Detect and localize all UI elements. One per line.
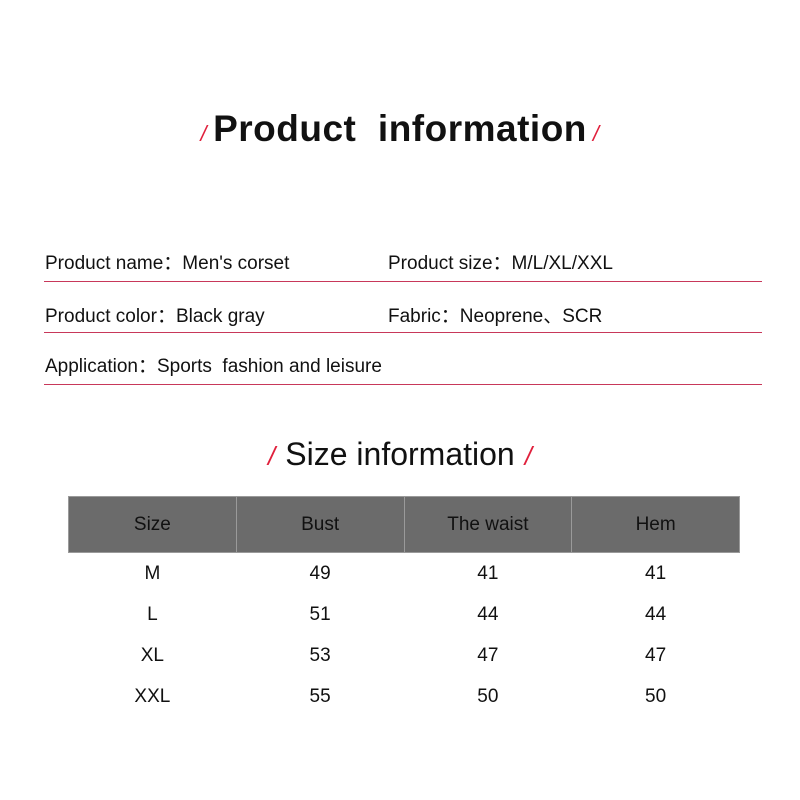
size-table: Size Bust The waist Hem M 49 41 41 L 51 44 44 … (68, 496, 740, 717)
cell: 41 (477, 562, 499, 584)
header-waist: The waist (403, 496, 573, 553)
product-color-value: Black gray (175, 306, 265, 327)
size-section-title: / Size information / (0, 436, 800, 473)
divider (44, 281, 762, 282)
cell: 44 (645, 603, 667, 625)
cell: 53 (309, 644, 331, 666)
cell: 50 (477, 685, 499, 707)
slash-decoration: / (200, 121, 208, 146)
product-color-row: Product color：Black gray (45, 301, 265, 328)
product-name-label: Product name： (45, 253, 183, 274)
product-name-row: Product name：Men's corset (45, 248, 289, 275)
product-name-value: Men's corset (182, 253, 290, 274)
page-title: / Product information / (0, 108, 800, 150)
fabric-value: Neoprene、SCR (459, 306, 603, 327)
cell: 44 (477, 603, 499, 625)
cell: 55 (309, 685, 331, 707)
header-bust: Bust (235, 496, 405, 553)
cell: 47 (477, 644, 499, 666)
table-header-row: Size Bust The waist Hem (68, 496, 740, 553)
cell: 41 (645, 562, 667, 584)
cell: 47 (645, 644, 667, 666)
fabric-row: Fabric：Neoprene、SCR (388, 301, 602, 328)
header-size: Size (68, 496, 237, 553)
table-row: L 51 44 44 (69, 594, 740, 635)
header-hem: Hem (571, 496, 740, 553)
product-color-label: Product color： (45, 306, 176, 327)
product-size-row: Product size：M/L/XL/XXL (388, 248, 613, 275)
cell: 51 (309, 603, 331, 625)
slash-decoration: / (268, 441, 276, 471)
divider (44, 384, 762, 385)
cell: 50 (645, 685, 667, 707)
application-label: Application： (45, 356, 157, 377)
table-row: XXL 55 50 50 (69, 676, 740, 717)
table-row: XL 53 47 47 (69, 635, 740, 676)
size-title-text: Size information (285, 436, 515, 472)
application-value: Sports fashion and leisure (156, 356, 382, 377)
cell: L (147, 603, 158, 625)
cell: M (144, 562, 161, 584)
slash-decoration: / (592, 121, 600, 146)
table-row: M 49 41 41 (69, 553, 740, 595)
fabric-label: Fabric： (388, 306, 460, 327)
product-size-label: Product size： (388, 253, 512, 274)
title-text: Product information (213, 108, 587, 149)
cell: XXL (134, 685, 171, 707)
product-size-value: M/L/XL/XXL (511, 253, 613, 274)
cell: 49 (309, 562, 331, 584)
divider (44, 332, 762, 333)
application-row: Application：Sports fashion and leisure (45, 351, 382, 378)
cell: XL (140, 644, 164, 666)
slash-decoration: / (524, 441, 532, 471)
